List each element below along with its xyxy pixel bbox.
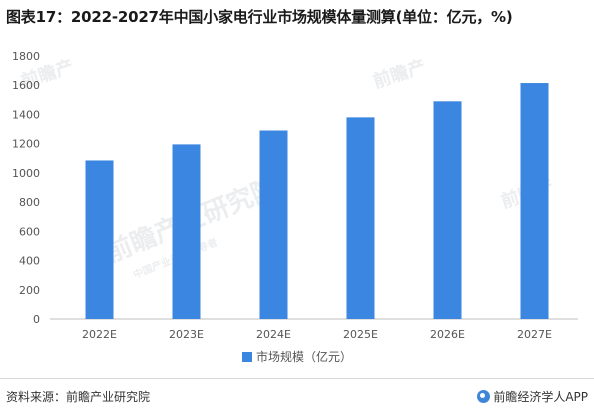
x-tick-label: 2027E <box>517 328 552 341</box>
x-tick-label: 2026E <box>430 328 465 341</box>
y-tick-label: 800 <box>19 196 40 209</box>
legend: 市场规模（亿元） <box>0 348 594 365</box>
bar <box>259 130 288 319</box>
legend-label: 市场规模（亿元） <box>255 350 352 364</box>
x-tick-label: 2024E <box>256 328 291 341</box>
y-tick-label: 1800 <box>12 50 40 63</box>
y-tick-label: 1000 <box>12 167 40 180</box>
y-tick-label: 1600 <box>12 79 40 92</box>
brand-attribution: 前瞻经济学人APP <box>477 388 588 405</box>
x-tick-label: 2022E <box>82 328 117 341</box>
x-tick-label: 2025E <box>343 328 378 341</box>
y-tick-label: 0 <box>33 313 40 326</box>
bar <box>85 160 114 319</box>
bar <box>346 117 375 319</box>
y-tick-label: 400 <box>19 255 40 268</box>
y-tick-label: 600 <box>19 225 40 238</box>
source-text: 资料来源：前瞻产业研究院 <box>6 390 151 404</box>
chart-title: 图表17：2022-2027年中国小家电行业市场规模体量测算(单位：亿元，%) <box>6 8 513 26</box>
y-tick-label: 200 <box>19 284 40 297</box>
bar <box>433 101 462 320</box>
x-tick-label: 2023E <box>169 328 204 341</box>
bar <box>520 83 549 320</box>
footer: 资料来源：前瞻产业研究院 前瞻经济学人APP <box>0 378 594 413</box>
legend-swatch <box>241 352 252 362</box>
brand-text: 前瞻经济学人APP <box>493 390 588 404</box>
brand-logo-icon <box>477 390 491 403</box>
y-tick-label: 1200 <box>12 138 40 151</box>
bar <box>172 144 201 319</box>
y-tick-label: 1400 <box>12 108 40 121</box>
